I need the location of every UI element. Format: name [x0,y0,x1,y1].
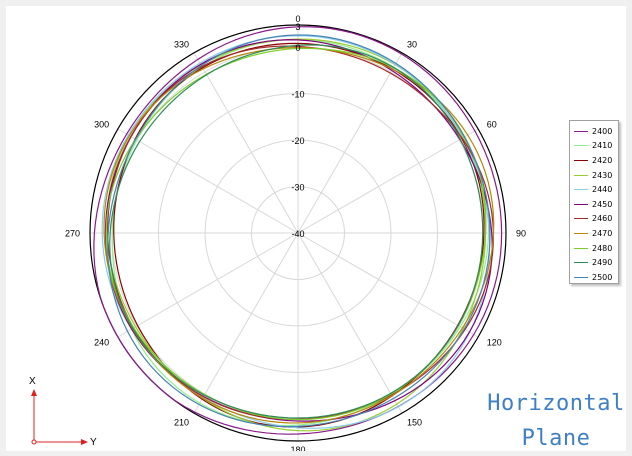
legend-swatch [574,174,588,176]
grid-spoke [117,232,299,338]
grid-spoke [297,128,479,234]
angular-tick-label: 0 [295,14,300,24]
legend-swatch [574,189,588,191]
legend-item-2430: 2430 [570,168,618,183]
legend-item-2450: 2450 [570,197,618,212]
grid-spoke [117,128,299,234]
legend-swatch [574,130,588,132]
legend-item-2490: 2490 [570,255,618,270]
legend-label: 2400 [592,126,613,136]
x-axis-indicator-label: X [29,376,36,387]
legend-item-2410: 2410 [570,139,618,154]
legend-swatch [574,145,588,147]
y-axis-arrowhead [81,439,88,445]
legend-swatch [574,159,588,161]
plane-label-line1: Horizontal [487,391,625,416]
radial-tick-label: 0 [295,43,300,53]
legend-swatch [574,247,588,249]
legend-label: 2430 [592,170,613,180]
grid-spoke [193,52,299,234]
angular-tick-label: 270 [65,229,80,239]
polar-chart: 030609012015018021024027030033030-10-20-… [31,14,526,451]
legend-label: 2410 [592,141,613,151]
legend-label: 2450 [592,199,613,209]
radial-tick-label: -20 [291,136,304,146]
plane-label-line2: Plane [521,426,591,451]
legend-label: 2440 [592,185,613,195]
y-axis-indicator-label: Y [90,437,97,448]
angular-tick-label: 30 [407,40,417,50]
legend-swatch [574,262,588,264]
grid-ring [158,93,438,373]
angular-tick-label: 60 [487,120,497,130]
x-axis-arrowhead [31,389,37,396]
angular-tick-label: 330 [174,40,189,50]
grid-ring [251,186,345,280]
grid-spoke [297,232,403,414]
angular-tick-label: 180 [290,445,305,451]
grid-ring [204,139,392,327]
tick-labels: 030609012015018021024027030033030-10-20-… [65,14,526,451]
legend-item-2470: 2470 [570,226,618,241]
xy-axes-indicator [31,389,88,445]
radial-tick-label: -40 [291,229,304,239]
outer-boundary-circle [89,24,507,442]
legend-label: 2470 [592,228,613,238]
plot-area: 0 30 60 90 120 150 180 210 240 270 300 330 3 0 -10 -20-… [6,6,626,451]
legend-swatch [574,276,588,278]
legend-item-2440: 2440 [570,182,618,197]
grid-spoke [193,232,299,414]
legend-label: 2460 [592,214,613,224]
legend-item-2500: 2500 [570,270,618,285]
series-lines [93,26,503,435]
legend-label: 2420 [592,155,613,165]
radial-tick-label: 3 [295,22,300,32]
legend: 2400 2410 2420 2430 2440 2450 2460 2470 2480 2490… [569,120,619,284]
legend-item-2460: 2460 [570,212,618,227]
legend-label: 2490 [592,258,613,268]
angular-tick-label: 150 [407,417,422,427]
angular-tick-label: 120 [487,338,502,348]
legend-swatch [574,218,588,220]
angular-tick-label: 240 [94,338,109,348]
legend-swatch [574,232,588,234]
series-line-2400 [93,26,503,435]
legend-label: 2500 [592,272,613,282]
series-line-2490 [109,44,484,419]
grid-spoke [297,232,479,338]
angular-tick-label: 90 [516,229,526,239]
radial-tick-label: -30 [291,183,304,193]
plane-annotation: Horizontal Plane [480,386,632,456]
axes-origin-marker [31,439,37,445]
legend-item-2420: 2420 [570,153,618,168]
series-line-2500 [107,34,491,428]
series-line-2470 [103,46,495,424]
legend-item-2480: 2480 [570,241,618,256]
legend-swatch [574,203,588,205]
grid-spoke [297,52,403,234]
radial-tick-label: -10 [291,90,304,100]
angular-tick-label: 300 [94,120,109,130]
legend-item-2400: 2400 [570,124,618,139]
angular-tick-label: 210 [174,417,189,427]
legend-label: 2480 [592,243,613,253]
